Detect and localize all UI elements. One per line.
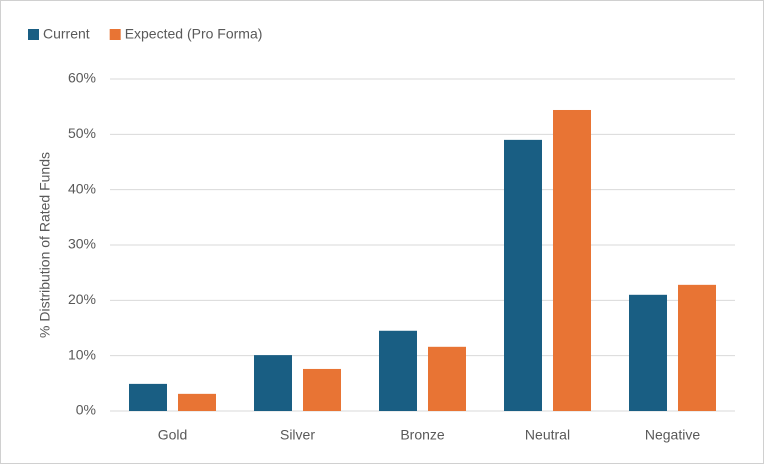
legend-swatch [109, 29, 121, 40]
bar [129, 383, 167, 411]
bar [504, 139, 542, 411]
x-tick-label: Neutral [525, 427, 570, 443]
bar [303, 368, 341, 411]
x-tick-label: Silver [280, 427, 315, 443]
y-tick-label: 30% [68, 236, 96, 252]
y-tick-label: 40% [68, 180, 96, 196]
bar [553, 109, 591, 411]
y-tick-label: 50% [68, 125, 96, 141]
bar [254, 355, 292, 411]
bar [678, 284, 716, 411]
bar [178, 393, 216, 411]
legend-label: Current [43, 26, 90, 42]
bar [379, 330, 417, 411]
x-tick-label: Gold [158, 427, 188, 443]
y-tick-label: 0% [76, 402, 96, 418]
bar [428, 346, 466, 411]
x-tick-label: Negative [645, 427, 700, 443]
x-tick-label: Bronze [400, 427, 445, 443]
y-tick-label: 60% [68, 70, 96, 86]
y-axis-label: % Distribution of Rated Funds [37, 152, 53, 338]
bar [629, 294, 667, 411]
y-tick-label: 20% [68, 291, 96, 307]
legend-label: Expected (Pro Forma) [125, 26, 263, 42]
y-tick-label: 10% [68, 346, 96, 362]
legend-swatch [28, 29, 39, 40]
